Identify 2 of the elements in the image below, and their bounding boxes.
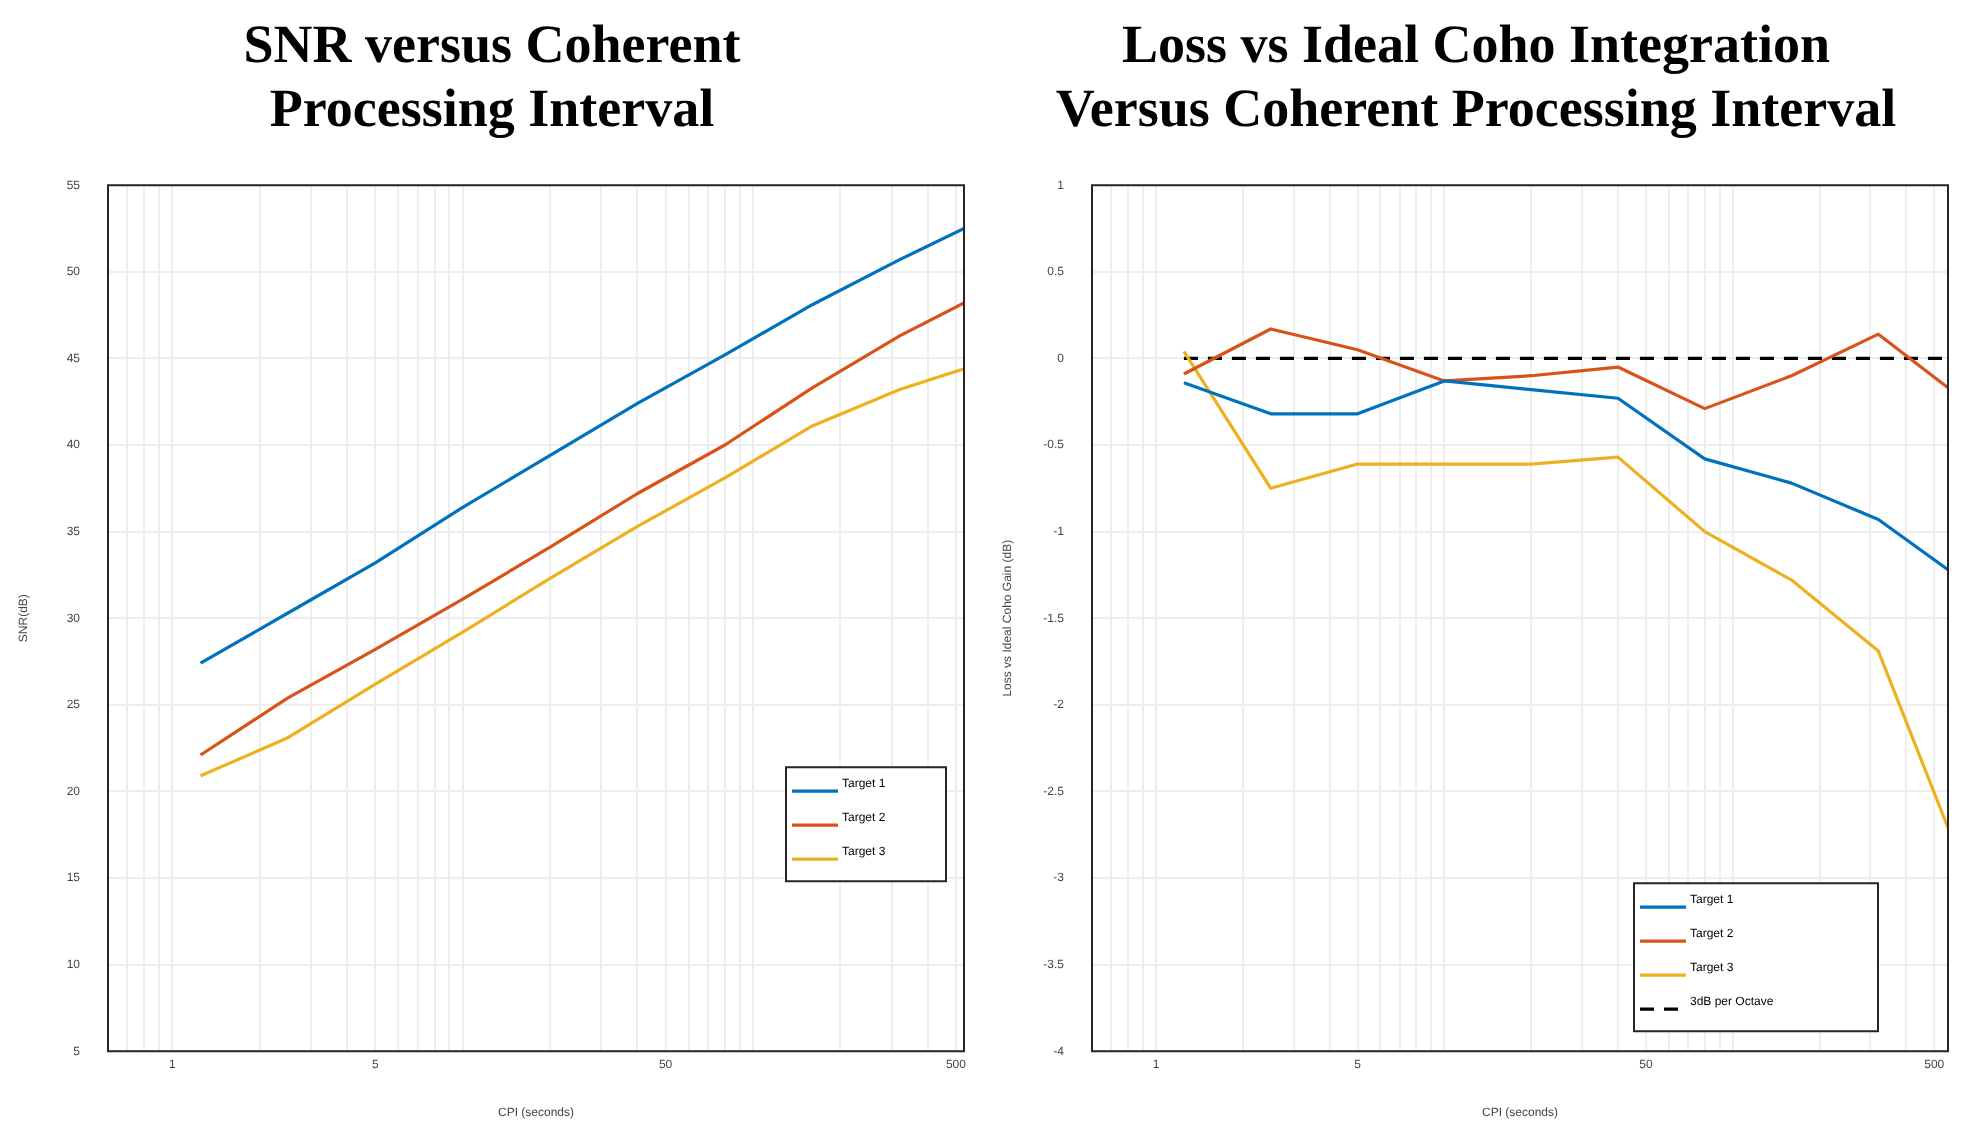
chart-title: Loss vs Ideal Coho Integration Versus Coherent Processing Interval [1055,12,1897,142]
chart-title: SNR versus Coherent Processing Interval [243,12,741,142]
